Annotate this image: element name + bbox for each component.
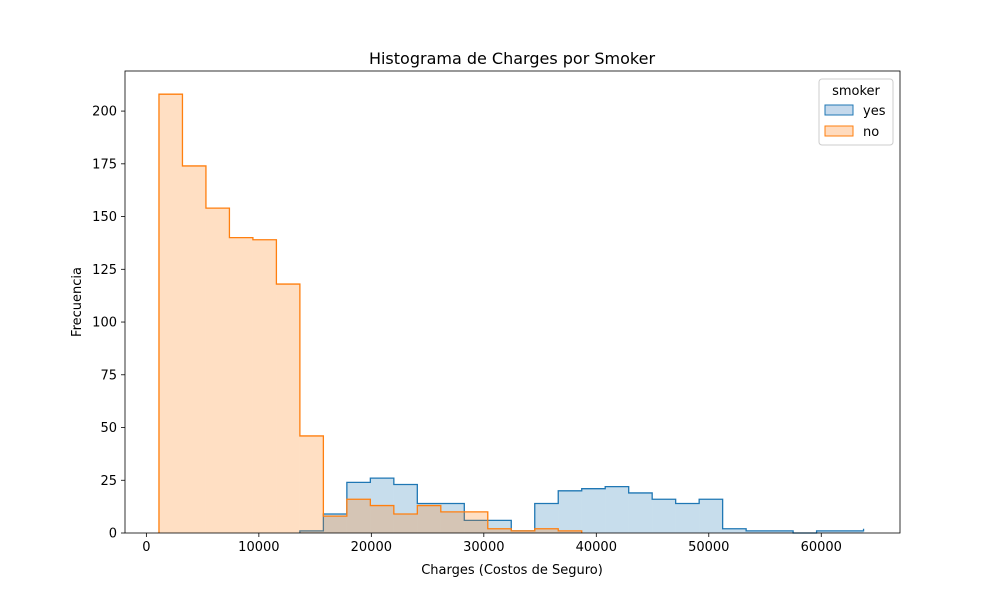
x-tick-label: 40000 bbox=[576, 540, 617, 555]
legend-label-no: no bbox=[863, 125, 879, 140]
bar-yes-8 bbox=[346, 482, 371, 533]
bar-no-15 bbox=[511, 530, 535, 533]
x-tick-label: 30000 bbox=[463, 540, 504, 555]
bar-no-17 bbox=[558, 530, 582, 533]
bar-no-5 bbox=[276, 284, 300, 533]
x-axis-label: Charges (Costos de Seguro) bbox=[421, 563, 603, 578]
y-tick-label: 100 bbox=[92, 316, 117, 331]
series-no bbox=[158, 93, 583, 534]
bar-yes-11 bbox=[417, 503, 441, 533]
bar-no-1 bbox=[182, 165, 206, 533]
y-tick-label: 50 bbox=[100, 421, 117, 436]
x-tick-label: 0 bbox=[142, 540, 150, 555]
bar-yes-22 bbox=[675, 503, 700, 533]
bar-no-7 bbox=[323, 516, 347, 533]
x-tick-label: 50000 bbox=[688, 540, 729, 555]
plot-frame bbox=[124, 70, 901, 534]
bar-no-12 bbox=[440, 511, 465, 533]
bar-yes-28 bbox=[816, 530, 841, 533]
bar-no-4 bbox=[252, 239, 277, 533]
outline-no bbox=[158, 93, 583, 533]
bar-yes-7 bbox=[323, 514, 347, 533]
outline-yes bbox=[299, 477, 865, 534]
series-yes bbox=[299, 477, 865, 534]
bar-yes-25 bbox=[746, 530, 770, 533]
bar-no-3 bbox=[229, 237, 253, 533]
bar-yes-29 bbox=[840, 530, 864, 533]
y-axis-label: Frecuencia bbox=[70, 267, 85, 337]
x-tick-label: 10000 bbox=[238, 540, 279, 555]
bar-yes-12 bbox=[440, 503, 465, 533]
bar-no-16 bbox=[534, 528, 559, 533]
bar-yes-18 bbox=[581, 488, 606, 533]
y-axis: 0 25 50 75 100 125 150 175 200 bbox=[92, 105, 125, 542]
series-layer bbox=[158, 93, 865, 534]
x-tick-label: 20000 bbox=[351, 540, 392, 555]
bar-no-9 bbox=[370, 505, 394, 533]
bar-yes-6 bbox=[299, 530, 324, 533]
bar-yes-23 bbox=[699, 499, 723, 533]
bar-no-8 bbox=[346, 499, 371, 533]
legend-swatch-yes bbox=[824, 104, 854, 116]
x-tick-label: 60000 bbox=[801, 540, 842, 555]
y-tick-label: 75 bbox=[100, 368, 117, 383]
y-tick-label: 25 bbox=[100, 474, 117, 489]
legend: smoker yes no bbox=[818, 78, 894, 146]
bar-yes-10 bbox=[393, 484, 418, 533]
bar-yes-15 bbox=[511, 530, 535, 533]
legend-label-yes: yes bbox=[863, 104, 886, 119]
bar-no-6 bbox=[299, 435, 324, 533]
bar-yes-21 bbox=[652, 499, 676, 533]
chart-title: Histograma de Charges por Smoker bbox=[369, 49, 655, 68]
bar-yes-17 bbox=[558, 490, 582, 533]
bar-no-11 bbox=[417, 505, 441, 533]
y-tick-label: 150 bbox=[92, 210, 117, 225]
bar-yes-24 bbox=[722, 528, 747, 533]
y-tick-label: 175 bbox=[92, 157, 117, 172]
bar-no-0 bbox=[158, 94, 183, 534]
bar-no-2 bbox=[205, 208, 230, 533]
y-tick-label: 125 bbox=[92, 263, 117, 278]
bar-no-10 bbox=[393, 514, 418, 533]
legend-title: smoker bbox=[832, 84, 880, 99]
bar-yes-13 bbox=[464, 520, 488, 533]
bar-no-14 bbox=[487, 528, 512, 533]
bar-yes-26 bbox=[769, 530, 794, 533]
bar-yes-19 bbox=[605, 486, 629, 533]
legend-swatch-no bbox=[824, 125, 854, 137]
bar-no-13 bbox=[464, 511, 488, 533]
y-tick-label: 200 bbox=[92, 105, 117, 120]
bar-yes-16 bbox=[534, 503, 559, 533]
bar-yes-20 bbox=[628, 492, 653, 533]
x-axis: 0 10000 20000 30000 40000 50000 60000 bbox=[142, 533, 842, 555]
bar-yes-14 bbox=[487, 520, 512, 533]
y-tick-label: 0 bbox=[109, 527, 117, 542]
